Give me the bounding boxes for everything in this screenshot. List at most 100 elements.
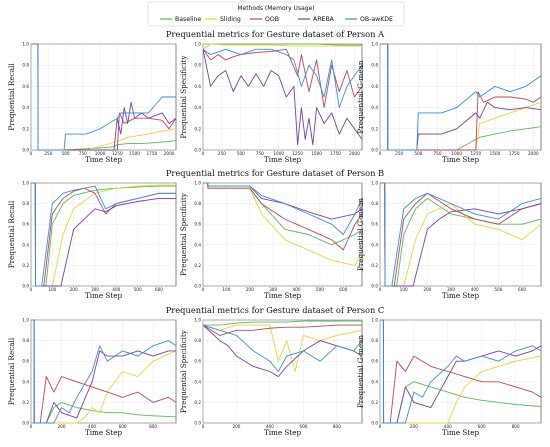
legend-label: AREBA bbox=[313, 16, 335, 23]
legend: Methods (Memory Usage) Baseline Sliding OO… bbox=[147, 1, 405, 27]
panel-C-recall: 0.0 0.2 0.4 0.6 0.8 1.0 0 200 400 600 800 Time Step… bbox=[7, 318, 177, 437]
y-tick-label: 1.0 bbox=[22, 181, 29, 186]
y-tick-label: 0.0 bbox=[22, 421, 29, 426]
x-tick-label: 2000 bbox=[164, 151, 175, 156]
y-tick-label: 0.2 bbox=[371, 400, 378, 405]
legend-item-oob: OOB bbox=[250, 16, 279, 23]
x-tick-label: 500 bbox=[62, 151, 70, 156]
y-tick-label: 0.6 bbox=[371, 222, 378, 227]
legend-item-areba: AREBA bbox=[298, 16, 335, 23]
x-tick-label: 1500 bbox=[490, 151, 501, 156]
y-tick-label: 1.0 bbox=[22, 42, 29, 47]
y-axis-label: Prequential Specificity bbox=[179, 329, 188, 413]
series-group bbox=[31, 319, 176, 424]
x-tick-label: 500 bbox=[237, 151, 245, 156]
x-tick-label: 400 bbox=[88, 424, 96, 429]
x-tick-label: 250 bbox=[395, 151, 403, 156]
panel-C-gmean: 0.0 0.2 0.4 0.6 0.8 1.0 0 200 400 600 800 Time Step… bbox=[356, 318, 542, 437]
panel-B-gmean: 0.0 0.2 0.4 0.6 0.8 1.0 0 100 200 300 400 500 600 Tim… bbox=[356, 181, 542, 300]
x-tick-label: 800 bbox=[333, 424, 341, 429]
series-line-ob-awkde bbox=[203, 182, 362, 235]
x-tick-label: 1500 bbox=[311, 151, 322, 156]
series-line-sliding bbox=[203, 324, 362, 372]
y-tick-label: 0.2 bbox=[22, 263, 29, 268]
legend-frame bbox=[147, 1, 405, 27]
series-group bbox=[203, 43, 362, 146]
x-tick-label: 1000 bbox=[451, 151, 462, 156]
x-tick-label: 1250 bbox=[470, 151, 481, 156]
plot-area bbox=[30, 319, 177, 424]
legend-item-sliding: Sliding bbox=[205, 16, 241, 23]
y-tick-label: 0.0 bbox=[194, 421, 201, 426]
y-axis-label: Prequential G-mean bbox=[356, 335, 365, 408]
y-tick-label: 0.4 bbox=[371, 242, 378, 247]
series-line-ob-awkde bbox=[203, 48, 362, 109]
y-tick-label: 0.8 bbox=[371, 201, 378, 206]
x-tick-label: 400 bbox=[444, 424, 452, 429]
y-axis-label: Prequential Recall bbox=[7, 200, 16, 268]
x-tick-label: 1750 bbox=[509, 151, 520, 156]
x-tick-label: 1250 bbox=[292, 151, 303, 156]
y-tick-label: 1.0 bbox=[371, 318, 378, 323]
y-axis-label: Prequential G-mean bbox=[356, 198, 365, 271]
x-tick-label: 1250 bbox=[112, 151, 123, 156]
x-axis-label: Time Step bbox=[85, 155, 123, 164]
x-tick-label: 200 bbox=[410, 424, 418, 429]
x-axis-label: Time Step bbox=[85, 428, 123, 437]
y-tick-label: 1.0 bbox=[371, 181, 378, 186]
y-axis-label: Prequential Recall bbox=[7, 337, 16, 405]
series-line-sliding bbox=[203, 43, 362, 50]
x-tick-label: 0 bbox=[379, 151, 382, 156]
series-group bbox=[31, 43, 176, 151]
y-tick-label: 0.8 bbox=[194, 201, 201, 206]
x-tick-label: 300 bbox=[269, 287, 277, 292]
y-tick-label: 0.8 bbox=[371, 63, 378, 68]
series-line-ob-awkde bbox=[31, 319, 176, 424]
y-tick-label: 0.0 bbox=[371, 284, 378, 289]
x-tick-label: 250 bbox=[218, 151, 226, 156]
panel-C-specificity: 0.0 0.2 0.4 0.6 0.8 1.0 0 200 400 600 800 Time Step… bbox=[179, 318, 363, 437]
plot-area bbox=[379, 43, 542, 151]
x-tick-label: 300 bbox=[447, 287, 455, 292]
series-line-ob-awkde bbox=[31, 43, 176, 151]
legend-label: OOB bbox=[265, 16, 279, 23]
y-tick-label: 0.8 bbox=[22, 63, 29, 68]
panel-B-recall: 0.0 0.2 0.4 0.6 0.8 1.0 0 100 200 300 400 500 600 Tim… bbox=[7, 181, 177, 300]
legend-label: Baseline bbox=[175, 16, 201, 23]
panel-A-recall: 0.0 0.2 0.4 0.6 0.8 1.0 0 250 500 750 1000 1250 1500… bbox=[7, 42, 177, 164]
series-line-ob-awkde bbox=[31, 182, 176, 287]
x-tick-label: 0 bbox=[202, 424, 205, 429]
y-tick-label: 0.4 bbox=[194, 105, 201, 110]
x-tick-label: 400 bbox=[112, 287, 120, 292]
y-tick-label: 0.8 bbox=[371, 338, 378, 343]
x-tick-label: 600 bbox=[518, 287, 526, 292]
x-tick-label: 2000 bbox=[349, 151, 360, 156]
x-tick-label: 200 bbox=[246, 287, 254, 292]
x-tick-label: 200 bbox=[70, 287, 78, 292]
y-tick-label: 0.2 bbox=[194, 263, 201, 268]
x-tick-label: 600 bbox=[339, 287, 347, 292]
y-tick-label: 0.6 bbox=[371, 359, 378, 364]
y-tick-label: 0.4 bbox=[371, 379, 378, 384]
x-axis-label: Time Step bbox=[442, 428, 480, 437]
x-tick-label: 1000 bbox=[273, 151, 284, 156]
y-tick-label: 0.0 bbox=[371, 148, 378, 153]
series-group bbox=[380, 182, 541, 287]
series-group bbox=[203, 182, 362, 266]
series-group bbox=[31, 182, 176, 287]
x-tick-label: 500 bbox=[134, 287, 142, 292]
y-tick-label: 0.6 bbox=[194, 84, 201, 89]
x-tick-label: 600 bbox=[299, 424, 307, 429]
x-tick-label: 750 bbox=[79, 151, 87, 156]
series-line-baseline bbox=[203, 320, 362, 326]
y-tick-label: 0.6 bbox=[371, 84, 378, 89]
x-axis-label: Time Step bbox=[85, 291, 123, 300]
x-tick-label: 100 bbox=[48, 287, 56, 292]
x-tick-label: 1750 bbox=[146, 151, 157, 156]
x-tick-label: 800 bbox=[149, 424, 157, 429]
x-tick-label: 600 bbox=[478, 424, 486, 429]
y-tick-label: 0.0 bbox=[194, 284, 201, 289]
y-axis-label: Prequential G-mean bbox=[356, 60, 365, 133]
y-tick-label: 0.4 bbox=[22, 105, 29, 110]
